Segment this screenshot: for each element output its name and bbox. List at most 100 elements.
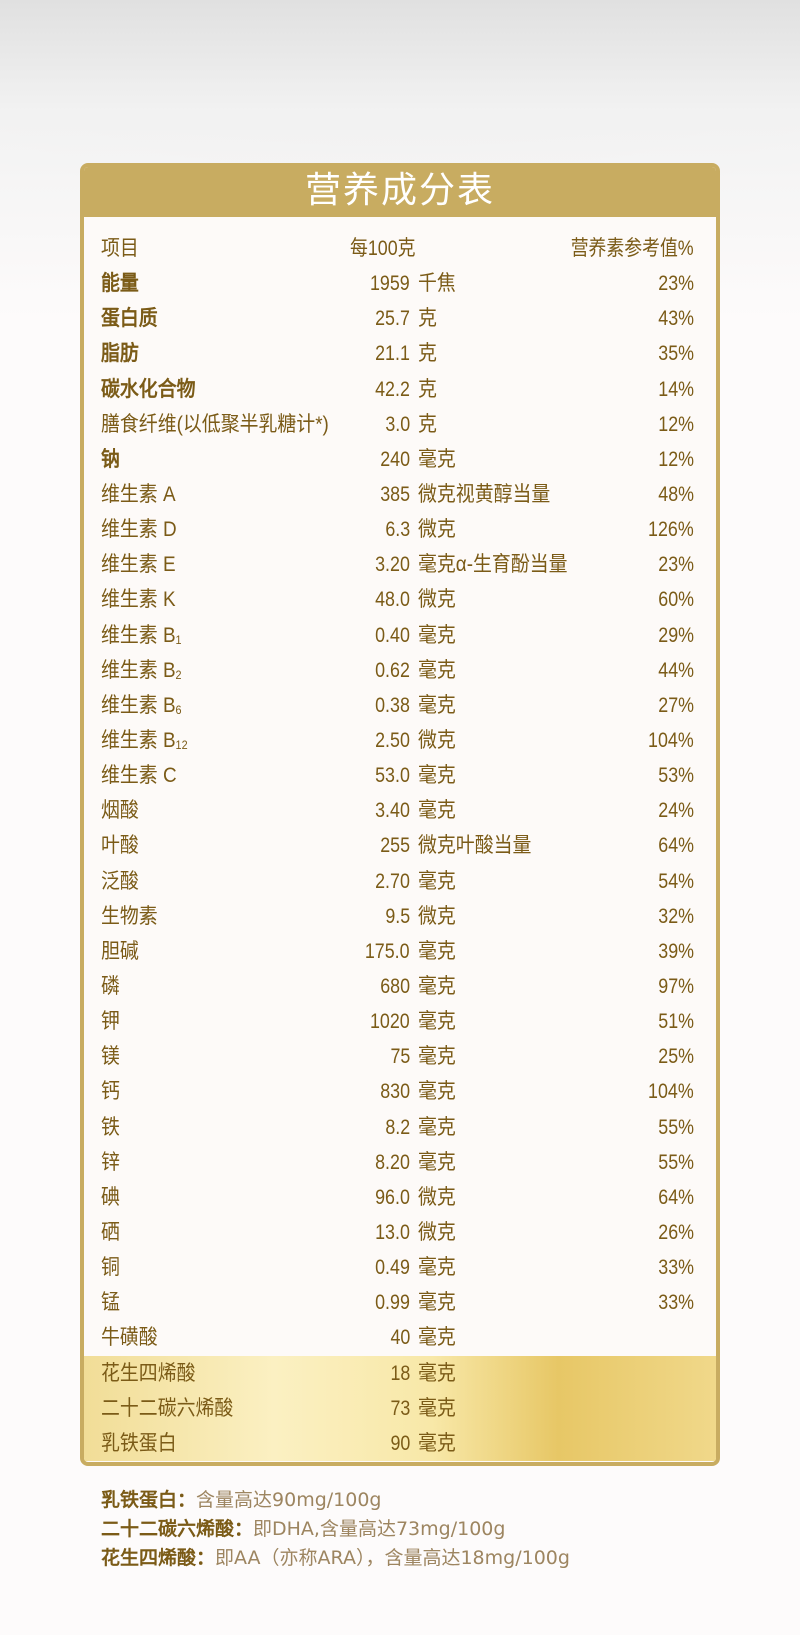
table-row: 铜 0.49 毫克 33%	[84, 1250, 716, 1285]
table-row: 叶酸 255 微克叶酸当量 64%	[84, 828, 716, 863]
nutrient-name: 维生素 B6	[101, 688, 182, 723]
subscript: 1	[175, 632, 182, 647]
nrv-percent: 55%	[658, 1115, 694, 1139]
nrv-percent: 25%	[658, 1045, 694, 1069]
nutrient-name-text: 乳铁蛋白	[101, 1431, 177, 1455]
amount: 53.0	[375, 764, 410, 788]
nutrient-name: 花生四烯酸	[101, 1356, 196, 1391]
table-row: 生物素 9.5 微克 32%	[84, 899, 716, 934]
footnote: 乳铁蛋白：含量高达90mg/100g	[101, 1486, 570, 1515]
nutrient-name-text: 维生素 E	[101, 553, 176, 577]
nutrient-name-text: 维生素 D	[101, 518, 177, 542]
table-row: 蛋白质 25.7 克 43%	[84, 301, 716, 336]
unit: 毫克	[418, 623, 456, 647]
nutrient-name-text: 维生素 B	[101, 728, 176, 752]
unit: 毫克	[418, 1256, 456, 1280]
table-row: 维生素 C 53.0 毫克 53%	[84, 758, 716, 793]
unit: 毫克	[418, 764, 456, 788]
unit: 微克	[418, 1185, 456, 1209]
nutrient-name-text: 花生四烯酸	[101, 1361, 196, 1385]
nutrient-name: 维生素 E	[101, 547, 176, 582]
nutrient-name: 脂肪	[101, 336, 139, 371]
header-item: 项目	[101, 237, 139, 260]
footnote-label: 花生四烯酸：	[101, 1547, 216, 1569]
amount: 1020	[370, 1010, 410, 1034]
nutrient-name-text: 维生素 B	[101, 693, 176, 717]
unit: 克	[418, 412, 437, 436]
unit: 微克	[418, 904, 456, 928]
amount: 240	[380, 447, 410, 471]
nrv-percent: 104%	[648, 1080, 694, 1104]
nrv-percent: 97%	[658, 974, 694, 998]
table-row: 维生素 A 385 微克视黄醇当量 48%	[84, 477, 716, 512]
nrv-percent: 26%	[658, 1220, 694, 1244]
header-nrv: 营养素参考值%	[571, 237, 694, 260]
nutrient-name: 维生素 B12	[101, 723, 188, 758]
amount: 96.0	[375, 1185, 410, 1209]
nrv-percent: 14%	[658, 377, 694, 401]
nutrient-name-text: 铜	[101, 1256, 120, 1280]
nrv-percent: 23%	[658, 272, 694, 296]
footnote-text: 即DHA,含量高达73mg/100g	[253, 1518, 506, 1540]
table-row: 钾 1020 毫克 51%	[84, 1004, 716, 1039]
unit: 克	[418, 307, 437, 331]
unit: 毫克	[418, 1010, 456, 1034]
table-row: 维生素 B6 0.38 毫克 27%	[84, 688, 716, 723]
unit: 微克叶酸当量	[418, 834, 532, 858]
table-row: 能量 1959 千焦 23%	[84, 266, 716, 301]
nutrient-name: 泛酸	[101, 864, 139, 899]
nutrient-name-text: 能量	[101, 272, 139, 296]
footnote-label: 乳铁蛋白：	[101, 1489, 197, 1511]
nutrient-name: 钠	[101, 442, 120, 477]
amount: 680	[380, 974, 410, 998]
amount: 2.50	[375, 728, 410, 752]
nutrient-name: 膳食纤维(以低聚半乳糖计*)	[101, 407, 329, 442]
nutrient-name-text: 膳食纤维(以低聚半乳糖计*)	[101, 412, 329, 436]
nrv-percent: 44%	[658, 658, 694, 682]
nrv-percent: 53%	[658, 764, 694, 788]
table-row: 碳水化合物 42.2 克 14%	[84, 372, 716, 407]
table-row: 烟酸 3.40 毫克 24%	[84, 793, 716, 828]
nutrient-name-text: 维生素 B	[101, 658, 176, 682]
nrv-percent: 64%	[658, 1185, 694, 1209]
table-row: 牛磺酸 40 毫克	[84, 1320, 716, 1355]
table-row: 乳铁蛋白 90 毫克	[84, 1425, 716, 1461]
nrv-percent: 24%	[658, 799, 694, 823]
table-row: 硒 13.0 微克 26%	[84, 1215, 716, 1250]
nutrient-name: 蛋白质	[101, 301, 158, 336]
nutrient-name: 烟酸	[101, 793, 139, 828]
nutrient-name: 叶酸	[101, 828, 139, 863]
unit: 毫克	[418, 1291, 456, 1315]
table-row: 碘 96.0 微克 64%	[84, 1180, 716, 1215]
nutrient-name: 钾	[101, 1004, 120, 1039]
amount: 18	[390, 1361, 410, 1385]
nutrient-name-text: 脂肪	[101, 342, 139, 366]
amount: 0.49	[375, 1256, 410, 1280]
unit: 毫克	[418, 1045, 456, 1069]
table-row: 铁 8.2 毫克 55%	[84, 1110, 716, 1145]
nutrient-name: 牛磺酸	[101, 1320, 158, 1355]
amount: 48.0	[375, 588, 410, 612]
table-row: 维生素 E 3.20 毫克α-生育酚当量 23%	[84, 547, 716, 582]
table-row: 锌 8.20 毫克 55%	[84, 1145, 716, 1180]
header-per100: 每100克	[350, 237, 416, 260]
nutrient-name: 能量	[101, 266, 139, 301]
table-row: 脂肪 21.1 克 35%	[84, 336, 716, 371]
footnote: 花生四烯酸：即AA（亦称ARA），含量高达18mg/100g	[101, 1544, 570, 1573]
nrv-percent: 104%	[648, 728, 694, 752]
nutrient-name-text: 蛋白质	[101, 307, 158, 331]
footnote: 二十二碳六烯酸：即DHA,含量高达73mg/100g	[101, 1515, 570, 1544]
nutrient-name: 碳水化合物	[101, 372, 196, 407]
nutrient-name: 碘	[101, 1180, 120, 1215]
table-header-row: 项目 每100克 营养素参考值%	[84, 231, 716, 266]
table-row: 膳食纤维(以低聚半乳糖计*) 3.0 克 12%	[84, 407, 716, 442]
unit: 毫克	[418, 939, 456, 963]
amount: 0.99	[375, 1291, 410, 1315]
nrv-percent: 23%	[658, 553, 694, 577]
nutrient-name: 生物素	[101, 899, 158, 934]
nrv-percent: 27%	[658, 693, 694, 717]
unit: 微克	[418, 728, 456, 752]
nutrient-name-text: 生物素	[101, 904, 158, 928]
unit: 毫克	[418, 447, 456, 471]
table-row: 钠 240 毫克 12%	[84, 442, 716, 477]
